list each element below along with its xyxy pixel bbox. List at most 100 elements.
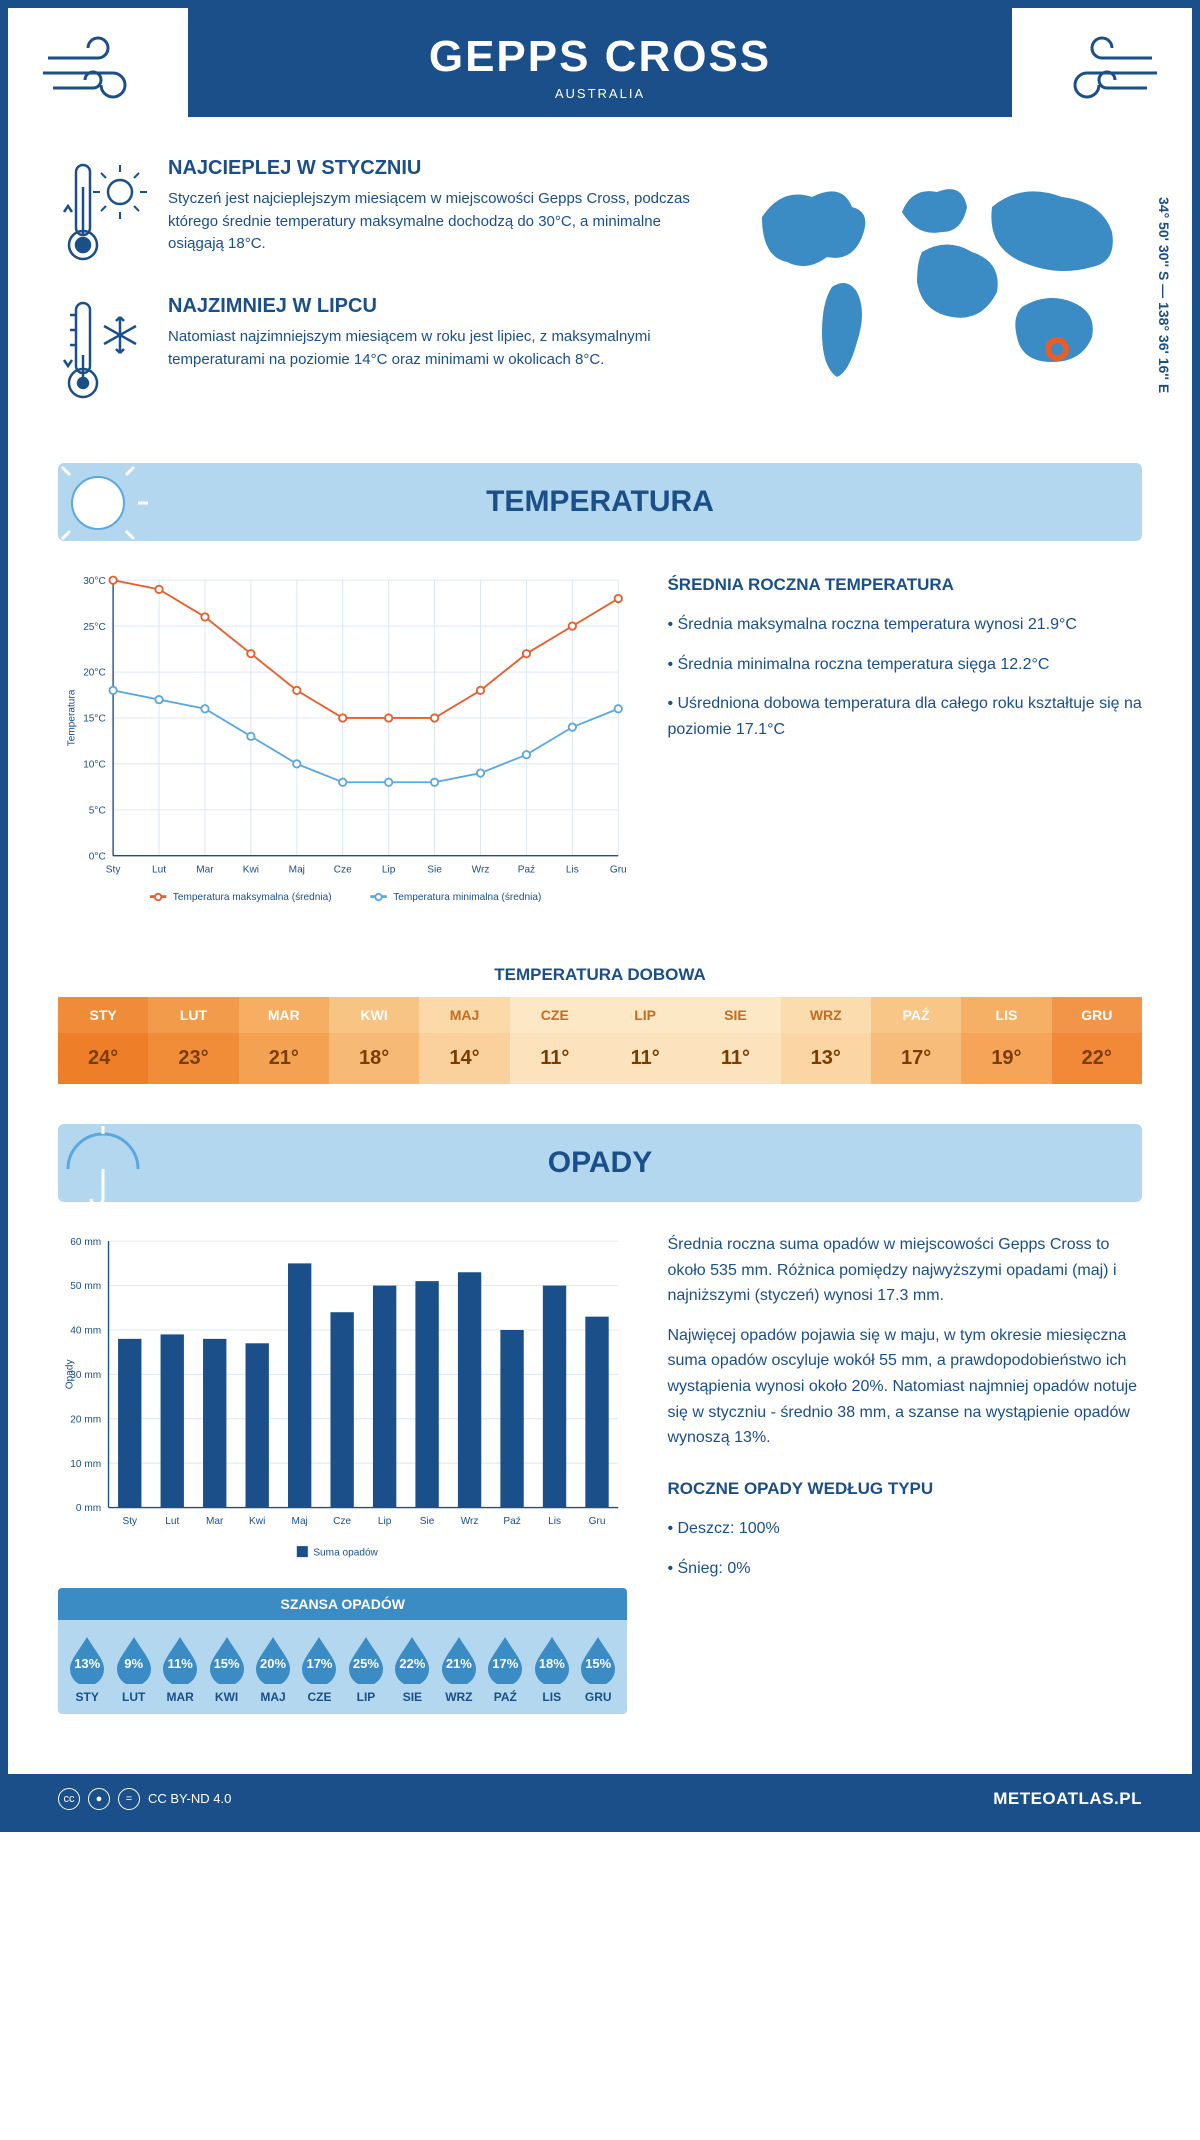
- svg-text:Lut: Lut: [165, 1516, 179, 1527]
- svg-text:Paź: Paź: [518, 864, 535, 875]
- raindrop-icon: 18%: [531, 1634, 573, 1684]
- svg-text:30°C: 30°C: [83, 576, 106, 587]
- rain-chance-col: 9% LUT: [110, 1634, 156, 1704]
- svg-text:Cze: Cze: [333, 1516, 351, 1527]
- svg-text:Mar: Mar: [206, 1516, 224, 1527]
- license-badge: cc ● = CC BY-ND 4.0: [58, 1788, 231, 1810]
- warmest-block: NAJCIEPLEJ W STYCZNIU Styczeń jest najci…: [58, 157, 692, 267]
- rain-chance-col: 25% LIP: [343, 1634, 389, 1704]
- thermometer-snow-icon: [58, 295, 148, 405]
- svg-text:Maj: Maj: [289, 864, 305, 875]
- rain-chance-col: 20% MAJ: [250, 1634, 296, 1704]
- raindrop-icon: 15%: [206, 1634, 248, 1684]
- temp-table-col: SIE 11°: [690, 997, 780, 1084]
- svg-text:Lis: Lis: [566, 864, 579, 875]
- coldest-text: Natomiast najzimniejszym miesiącem w rok…: [168, 326, 692, 371]
- temp-table-col: MAJ 14°: [419, 997, 509, 1084]
- svg-text:Opady: Opady: [65, 1359, 76, 1390]
- svg-text:Lip: Lip: [378, 1516, 392, 1527]
- license-text: CC BY-ND 4.0: [148, 1791, 231, 1806]
- svg-text:20°C: 20°C: [83, 668, 106, 679]
- page-header: GEPPS CROSS AUSTRALIA: [188, 8, 1012, 117]
- by-icon: ●: [88, 1788, 110, 1810]
- thermometer-sun-icon: [58, 157, 148, 267]
- svg-text:25°C: 25°C: [83, 622, 106, 633]
- temp-table-col: LUT 23°: [148, 997, 238, 1084]
- umbrella-icon: [48, 1114, 148, 1214]
- raindrop-icon: 9%: [113, 1634, 155, 1684]
- svg-text:Mar: Mar: [196, 864, 214, 875]
- site-name: METEOATLAS.PL: [993, 1789, 1142, 1809]
- temp-bullet: • Uśredniona dobowa temperatura dla całe…: [667, 691, 1142, 742]
- svg-text:10°C: 10°C: [83, 760, 106, 771]
- rain-chance-title: SZANSA OPADÓW: [58, 1588, 627, 1620]
- svg-text:20 mm: 20 mm: [70, 1414, 101, 1425]
- svg-text:Suma opadów: Suma opadów: [313, 1547, 378, 1558]
- temp-table-col: MAR 21°: [239, 997, 329, 1084]
- raindrop-icon: 22%: [391, 1634, 433, 1684]
- page-footer: cc ● = CC BY-ND 4.0 METEOATLAS.PL: [8, 1774, 1192, 1824]
- precipitation-info: Średnia roczna suma opadów w miejscowośc…: [667, 1232, 1142, 1714]
- precip-type-title: ROCZNE OPADY WEDŁUG TYPU: [667, 1475, 1142, 1502]
- rain-chance-col: 13% STY: [64, 1634, 110, 1704]
- warmest-text: Styczeń jest najcieplejszym miesiącem w …: [168, 188, 692, 256]
- svg-text:40 mm: 40 mm: [70, 1326, 101, 1337]
- svg-text:Gru: Gru: [589, 1516, 606, 1527]
- temperature-section-header: TEMPERATURA: [58, 463, 1142, 541]
- svg-text:10 mm: 10 mm: [70, 1459, 101, 1470]
- raindrop-icon: 13%: [66, 1634, 108, 1684]
- raindrop-icon: 20%: [252, 1634, 294, 1684]
- warmest-title: NAJCIEPLEJ W STYCZNIU: [168, 157, 692, 180]
- svg-text:15°C: 15°C: [83, 714, 106, 725]
- wind-icon: [1042, 28, 1162, 108]
- rain-chance-col: 22% SIE: [389, 1634, 435, 1704]
- svg-text:Temperatura minimalna (średnia: Temperatura minimalna (średnia): [393, 892, 541, 903]
- svg-text:Temperatura: Temperatura: [67, 689, 78, 746]
- svg-text:Sie: Sie: [427, 864, 442, 875]
- svg-text:0°C: 0°C: [89, 851, 106, 862]
- precip-type-bullet: • Śnieg: 0%: [667, 1556, 1142, 1582]
- rain-chance-col: 15% KWI: [203, 1634, 249, 1704]
- precipitation-section-header: OPADY: [58, 1124, 1142, 1202]
- svg-text:60 mm: 60 mm: [70, 1237, 101, 1248]
- temp-table-col: KWI 18°: [329, 997, 419, 1084]
- temp-bullet: • Średnia maksymalna roczna temperatura …: [667, 612, 1142, 638]
- coldest-title: NAJZIMNIEJ W LIPCU: [168, 295, 692, 318]
- raindrop-icon: 11%: [159, 1634, 201, 1684]
- svg-text:Lis: Lis: [548, 1516, 561, 1527]
- svg-text:0 mm: 0 mm: [76, 1503, 101, 1514]
- svg-text:Sty: Sty: [106, 864, 122, 875]
- nd-icon: =: [118, 1788, 140, 1810]
- intro-section: NAJCIEPLEJ W STYCZNIU Styczeń jest najci…: [8, 147, 1192, 463]
- rain-chance-col: 17% PAŹ: [482, 1634, 528, 1704]
- daily-temp-table: STY 24° LUT 23° MAR 21° KWI 18° MAJ 14° …: [58, 997, 1142, 1084]
- raindrop-icon: 17%: [484, 1634, 526, 1684]
- svg-text:Sie: Sie: [420, 1516, 435, 1527]
- temp-table-col: PAŹ 17°: [871, 997, 961, 1084]
- temp-table-col: LIS 19°: [961, 997, 1051, 1084]
- rain-chance-table: SZANSA OPADÓW 13% STY 9% LUT 11% MAR 15%: [58, 1588, 627, 1714]
- svg-text:Kwi: Kwi: [243, 864, 259, 875]
- wind-icon: [38, 28, 158, 108]
- svg-text:Kwi: Kwi: [249, 1516, 265, 1527]
- world-map: 34° 50' 30'' S — 138° 36' 16'' E: [722, 157, 1142, 433]
- coordinates: 34° 50' 30'' S — 138° 36' 16'' E: [1156, 197, 1172, 393]
- raindrop-icon: 25%: [345, 1634, 387, 1684]
- precip-text: Średnia roczna suma opadów w miejscowośc…: [667, 1232, 1142, 1309]
- page-subtitle: AUSTRALIA: [188, 86, 1012, 101]
- raindrop-icon: 17%: [298, 1634, 340, 1684]
- svg-text:Paź: Paź: [503, 1516, 520, 1527]
- temp-table-col: LIP 11°: [600, 997, 690, 1084]
- sun-icon: [48, 453, 148, 553]
- svg-text:Cze: Cze: [334, 864, 352, 875]
- precip-type-bullet: • Deszcz: 100%: [667, 1516, 1142, 1542]
- rain-chance-col: 18% LIS: [529, 1634, 575, 1704]
- raindrop-icon: 15%: [577, 1634, 619, 1684]
- precip-text: Najwięcej opadów pojawia się w maju, w t…: [667, 1323, 1142, 1451]
- rain-chance-col: 11% MAR: [157, 1634, 203, 1704]
- rain-chance-col: 15% GRU: [575, 1634, 621, 1704]
- temp-table-col: STY 24°: [58, 997, 148, 1084]
- svg-text:Lip: Lip: [382, 864, 396, 875]
- cc-icon: cc: [58, 1788, 80, 1810]
- temp-table-col: GRU 22°: [1052, 997, 1142, 1084]
